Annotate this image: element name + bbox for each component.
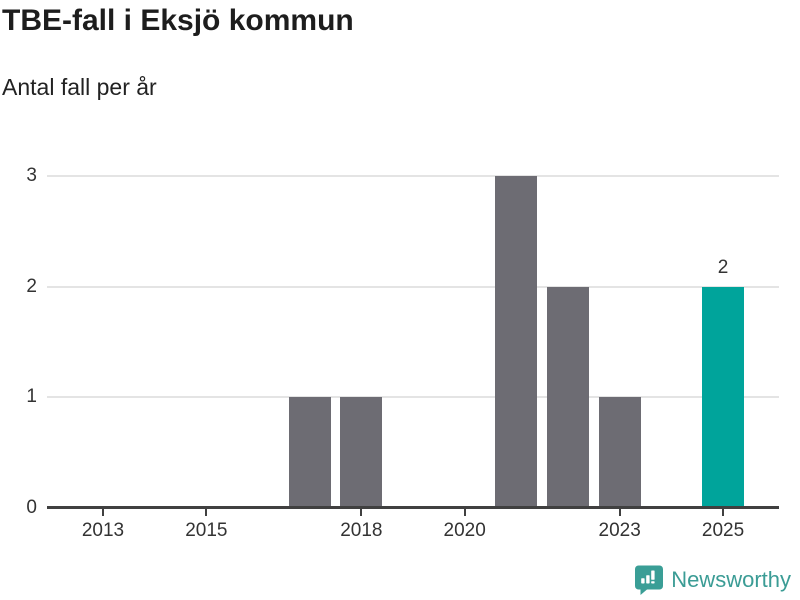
x-axis-label-2025: 2025 <box>701 520 745 541</box>
bar-2018 <box>340 397 383 508</box>
newsworthy-logo-icon <box>634 564 664 596</box>
x-axis-label-2013: 2013 <box>81 520 125 541</box>
x-axis-label-2015: 2015 <box>185 520 228 541</box>
x-tick-2025 <box>722 509 725 516</box>
x-tick-2020 <box>463 509 466 516</box>
gridline-y-3 <box>47 174 779 177</box>
gridline-y-1 <box>47 396 779 399</box>
x-tick-2015 <box>205 509 208 516</box>
bar-2025 <box>702 286 745 508</box>
chart-title: TBE-fall i Eksjö kommun <box>2 4 354 37</box>
x-axis-label-2023: 2023 <box>598 520 641 541</box>
x-axis-label-2020: 2020 <box>443 520 486 541</box>
bar-value-label-2025: 2 <box>717 256 729 278</box>
bar-2023 <box>598 397 641 508</box>
y-axis-label-1: 1 <box>26 386 37 408</box>
x-axis-label-2018: 2018 <box>340 520 383 541</box>
y-axis-label-3: 3 <box>26 164 37 186</box>
y-axis-label-0: 0 <box>26 497 37 518</box>
newsworthy-branding[interactable]: Newsworthy <box>634 564 791 596</box>
chart-subtitle: Antal fall per år <box>2 74 157 100</box>
x-axis-line <box>47 506 779 509</box>
bar-2021 <box>495 175 538 508</box>
y-axis-label-2: 2 <box>26 275 37 297</box>
x-tick-2013 <box>102 509 104 516</box>
newsworthy-logo-text: Newsworthy <box>671 567 791 592</box>
bar-2017 <box>288 397 331 508</box>
bar-2022 <box>547 286 590 508</box>
gridline-y-2 <box>47 285 779 288</box>
x-tick-2023 <box>618 509 621 516</box>
x-tick-2018 <box>360 509 363 516</box>
